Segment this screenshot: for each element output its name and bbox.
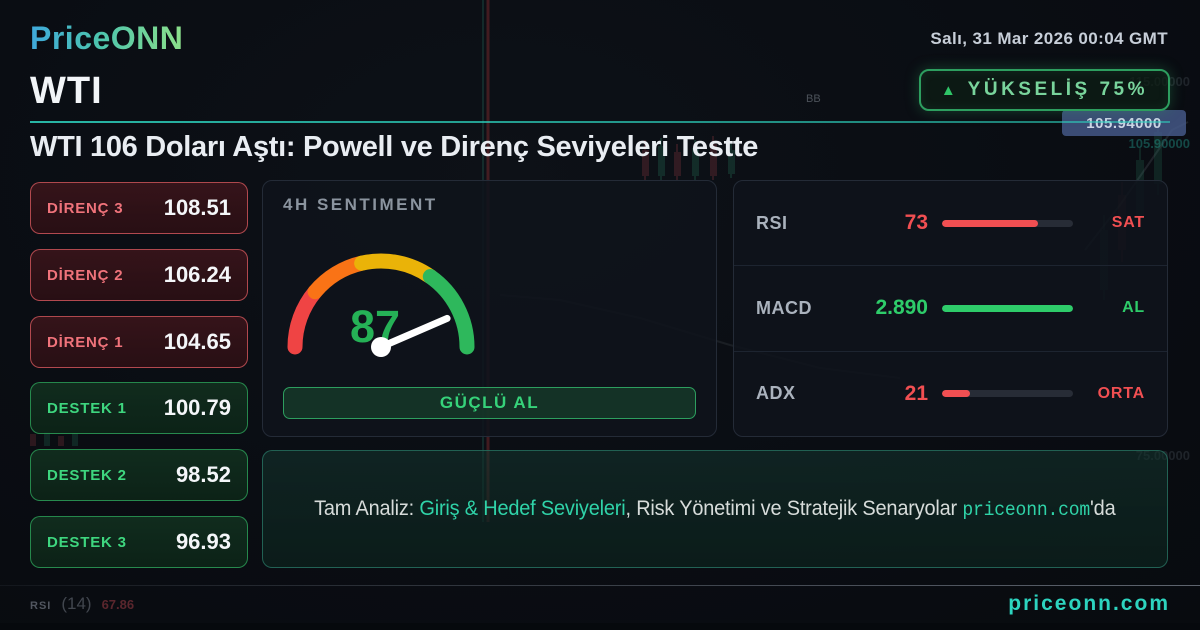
- resistance-1-box: DİRENÇ 1 104.65: [30, 316, 248, 368]
- trend-badge-label: YÜKSELİŞ 75%: [967, 79, 1148, 100]
- cta-suffix: 'da: [1090, 497, 1116, 520]
- resistance-2-label: DİRENÇ 2: [47, 266, 124, 284]
- footer-rsi-period: (14): [61, 594, 92, 613]
- resistance-1-value: 104.65: [163, 329, 231, 354]
- resistance-3-value: 108.51: [163, 195, 231, 220]
- support-2-value: 98.52: [175, 462, 231, 487]
- gauge-hub: [371, 337, 391, 357]
- bottom-strip: [0, 623, 1200, 630]
- support-3-label: DESTEK 3: [47, 533, 127, 551]
- macd-signal-tag: AL: [1122, 299, 1145, 317]
- support-2-label: DESTEK 2: [47, 466, 127, 484]
- rsi-bar-track: [942, 219, 1073, 227]
- gauge-segment-red: [287, 284, 323, 355]
- cta-panel: Tam Analiz: Giriş & Hedef Seviyeleri, Ri…: [262, 450, 1168, 568]
- adx-bar-track: [942, 390, 1073, 398]
- footer-divider: [0, 585, 1200, 586]
- footer-rsi-value: 67.86: [101, 597, 135, 612]
- ghost-price-label: 105.90000: [1129, 136, 1190, 151]
- rsi-bar-fill: [942, 219, 1038, 227]
- rsi-signal-tag: SAT: [1111, 214, 1145, 232]
- cta-text: Tam Analiz: Giriş & Hedef Seviyeleri, Ri…: [314, 497, 1116, 521]
- resistance-3-box: DİRENÇ 3 108.51: [30, 182, 248, 234]
- resistance-2-box: DİRENÇ 2 106.24: [30, 249, 248, 301]
- resistance-2-value: 106.24: [163, 262, 231, 287]
- support-1-label: DESTEK 1: [47, 399, 127, 417]
- headline: WTI 106 Doları Aştı: Powell ve Direnç Se…: [30, 131, 759, 163]
- sentiment-gauge: 87: [287, 253, 475, 357]
- trend-badge: ▲ YÜKSELİŞ 75%: [918, 69, 1170, 111]
- adx-signal-tag: ORTA: [1097, 384, 1145, 402]
- symbol-title: WTI: [30, 70, 103, 112]
- support-1-value: 100.79: [163, 395, 231, 420]
- macd-bar-fill: [942, 304, 1073, 312]
- indicators-panel: RSI 73 SAT MACD 2.890 AL ADX 21 ORTA: [733, 180, 1168, 437]
- footer-indicator-readout: RSI (14) 67.86: [30, 594, 134, 614]
- candle-cluster-left: [30, 432, 78, 446]
- cta-highlight-link[interactable]: Giriş & Hedef Seviyeleri: [419, 497, 626, 520]
- support-1-box: DESTEK 1 100.79: [30, 382, 248, 434]
- cta-prefix: Tam Analiz:: [314, 497, 420, 520]
- macd-value: 2.890: [875, 296, 928, 320]
- gauge-segment-orange: [307, 255, 370, 300]
- current-price-tag: 105.94000: [1062, 110, 1186, 136]
- up-triangle-icon: ▲: [940, 81, 956, 99]
- cta-middle: , Risk Yönetimi ve Stratejik Senaryolar: [625, 497, 963, 520]
- footer-rsi-label: RSI: [30, 600, 52, 612]
- resistance-1-label: DİRENÇ 1: [47, 333, 124, 351]
- support-2-box: DESTEK 2 98.52: [30, 449, 248, 501]
- footer-website-link[interactable]: priceonn.com: [1008, 592, 1170, 615]
- rsi-value: 73: [904, 211, 928, 235]
- support-3-box: DESTEK 3 96.93: [30, 516, 248, 568]
- adx-label: ADX: [756, 383, 796, 404]
- adx-bar-fill: [942, 390, 970, 398]
- indicator-row-macd: MACD 2.890 AL: [734, 265, 1167, 350]
- header-divider: [30, 121, 1170, 123]
- rsi-label: RSI: [756, 212, 788, 233]
- resistance-3-label: DİRENÇ 3: [47, 199, 124, 217]
- gauge-segment-amber: [354, 253, 438, 285]
- macd-bar-track: [942, 304, 1073, 312]
- signal-button[interactable]: GÜÇLÜ AL: [283, 387, 696, 419]
- bb-watermark: BB: [806, 93, 821, 105]
- gauge-segment-green: [422, 269, 475, 355]
- sentiment-card: 4H SENTIMENT 87 GÜÇLÜ AL: [262, 180, 717, 437]
- gauge-needle: [377, 314, 451, 351]
- adx-value: 21: [904, 381, 928, 405]
- datetime-label: Salı, 31 Mar 2026 00:04 GMT: [930, 29, 1168, 48]
- indicator-row-rsi: RSI 73 SAT: [734, 181, 1167, 265]
- indicator-row-adx: ADX 21 ORTA: [734, 350, 1167, 436]
- brand-logo: PriceONN: [30, 20, 184, 56]
- cta-site-link[interactable]: priceonn.com: [962, 499, 1091, 521]
- macd-label: MACD: [756, 297, 812, 318]
- support-3-value: 96.93: [175, 529, 231, 554]
- sentiment-title: 4H SENTIMENT: [283, 195, 438, 214]
